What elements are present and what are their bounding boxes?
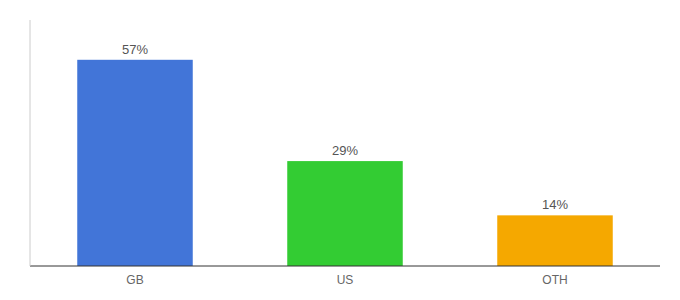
y-axis-line: [30, 20, 31, 266]
x-tick-label: OTH: [542, 273, 567, 287]
bars: [77, 60, 613, 266]
chart: GB US OTH 57% 29% 14%: [0, 0, 680, 300]
bar: [497, 215, 613, 266]
data-label: 29%: [332, 143, 358, 158]
data-label: 57%: [122, 42, 148, 57]
x-tick-label: US: [337, 273, 354, 287]
x-tick-label: GB: [126, 273, 143, 287]
data-label: 14%: [542, 197, 568, 212]
chart-container: GB US OTH 57% 29% 14%: [0, 0, 680, 300]
bar: [287, 161, 403, 266]
x-axis-line: [30, 266, 660, 267]
bar: [77, 60, 193, 266]
